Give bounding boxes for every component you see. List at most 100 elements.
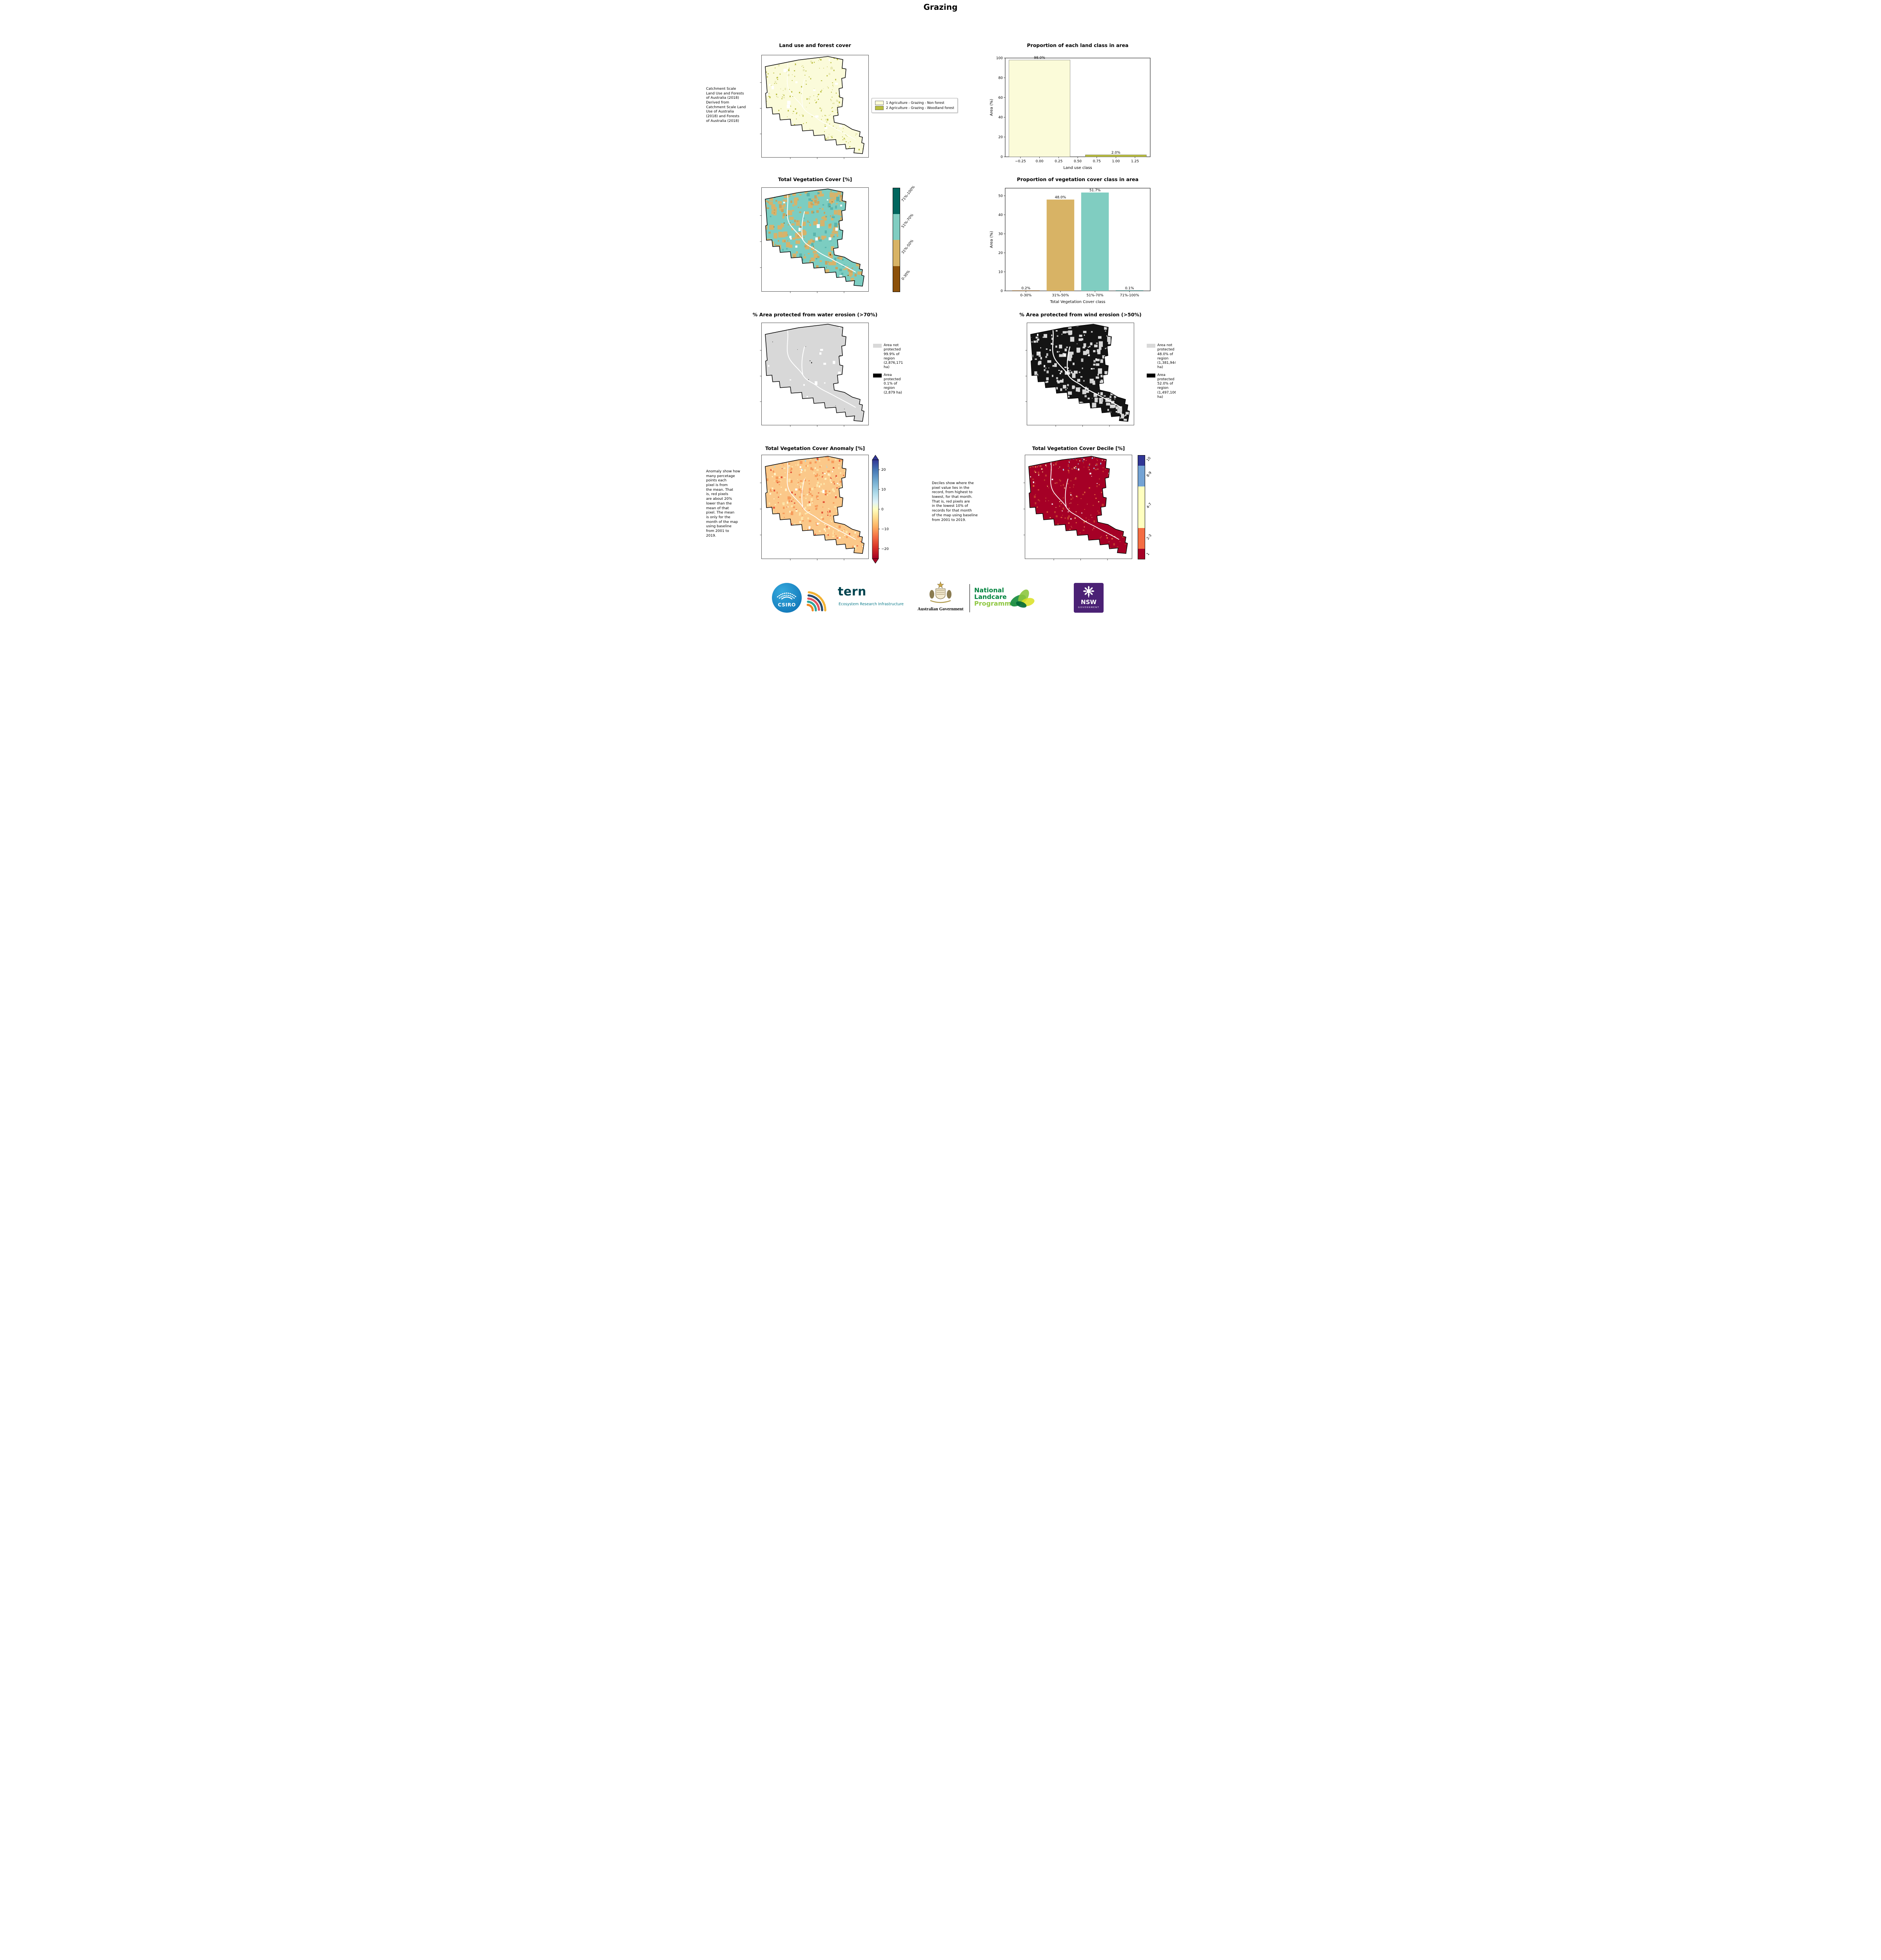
wind-erosion-map: [1025, 323, 1134, 427]
colorbar-label: 51%-70%: [901, 213, 915, 229]
legend-label: Area protected 0.1% of region (2,879 ha): [884, 373, 902, 395]
region-outline: [765, 189, 864, 287]
anomaly-caption: Anomaly show how many percetage points e…: [706, 470, 741, 538]
decile-map: [1023, 455, 1132, 561]
plot-frame: [1005, 188, 1151, 291]
water-erosion-map: [760, 323, 869, 427]
y-tick-label: 50: [999, 194, 1003, 198]
colorbar-segment: [1138, 528, 1145, 549]
vegclass-chart-title: Proportion of vegetation cover class in …: [1017, 176, 1139, 182]
decile-caption: Deciles show where the pixel value lies …: [932, 481, 978, 522]
landcare-leaves-icon: [1010, 589, 1035, 608]
colorbar-segment: [1138, 465, 1145, 486]
landuse-map: [760, 55, 869, 159]
river-line: [1050, 460, 1119, 540]
landuse-map-title: Land use and forest cover: [779, 42, 851, 48]
legend-item: Area protected 0.1% of region (2,879 ha): [873, 373, 909, 395]
region-outline: [765, 56, 864, 154]
coat-of-arms-icon: [930, 581, 951, 603]
wind-erosion-legend: Area not protected 48.0% of region (1,38…: [1147, 343, 1176, 403]
legend-label: Area not protected 48.0% of region (1,38…: [1157, 343, 1176, 370]
region-outline: [1030, 324, 1130, 422]
y-tick-label: 40: [999, 116, 1003, 120]
legend-item: Area not protected 48.0% of region (1,38…: [1147, 343, 1176, 370]
vegcover-map: [760, 187, 869, 293]
colorbar-segment: [893, 214, 900, 240]
colorbar-tick-label: 10: [881, 488, 886, 492]
colorbar-gradient: [872, 459, 879, 559]
colorbar-label: 0-30%: [901, 269, 911, 281]
bar: [1115, 290, 1144, 291]
colorbar-tick-label: 0: [881, 508, 884, 512]
colorbar-tick-label: 20: [881, 468, 886, 472]
legend-label: 2 Agriculture - Grazing - Woodland fores…: [886, 106, 954, 110]
csiro-label: CSIRO: [778, 602, 796, 608]
colorbar-outline: [893, 188, 900, 292]
x-tick-label: 0.25: [1055, 160, 1062, 163]
map-raster: [765, 324, 864, 421]
colorbar-segment: [893, 188, 900, 214]
map-frame: [761, 455, 869, 559]
landcare-line1: National: [974, 586, 1004, 594]
nsw-label: NSW: [1081, 599, 1097, 606]
legend-swatch: [1147, 373, 1155, 377]
bar: [1009, 60, 1070, 157]
colorbar-segment: [893, 266, 900, 292]
vegcover-colorbar: 71%-100% 51%-70% 31%-50% 0-30%: [893, 185, 936, 292]
nsw-sub-label: GOVERNMENT: [1078, 606, 1100, 609]
anomaly-colorbar: 20 10 0 −10 −20: [872, 455, 889, 564]
y-tick-label: 30: [999, 232, 1003, 236]
colorbar-segment: [1138, 455, 1145, 466]
legend-label: Area protected 52.0% of region (1,497,10…: [1157, 373, 1176, 399]
region-outline: [1028, 456, 1128, 554]
legend-label: Area not protected 99.9% of region (2,87…: [884, 343, 903, 370]
legend-swatch: [1147, 344, 1155, 348]
landuse-caption: Catchment Scale Land Use and Forests of …: [706, 87, 746, 123]
y-axis-label: Area (%): [990, 99, 994, 116]
anomaly-map: [760, 455, 869, 561]
landclass-chart: 0 20 40 60 80 100 −0.25 0.00 0.25 0.50 0.75 1.00 1.2…: [990, 56, 1151, 170]
colorbar-label: 2-3: [1146, 534, 1153, 541]
anomaly-map-title: Total Vegetation Cover Anomaly [%]: [765, 445, 865, 451]
river-line: [787, 60, 856, 140]
x-tick-label: 0.75: [1093, 160, 1101, 163]
colorbar-label: 31%-50%: [901, 239, 915, 255]
x-axis-label: Land use class: [1063, 166, 1092, 170]
nsw-government-logo: NSW GOVERNMENT: [1074, 583, 1104, 613]
tern-subtitle: Ecosystem Research Infrastructure: [839, 602, 904, 606]
region-outline: [765, 324, 864, 422]
vegclass-chart: 0 10 20 30 40 50 0-30% 31%-50% 51%-70% 71%-100% 0.…: [990, 188, 1151, 304]
csiro-logo: CSIRO: [772, 583, 802, 613]
legend-item: Area protected 52.0% of region (1,497,10…: [1147, 373, 1176, 400]
landcare-logo-text: National Landcare Programme: [974, 587, 1015, 607]
colorbar-tick-label: −10: [881, 527, 889, 531]
x-tick-label: 71%-100%: [1120, 294, 1139, 298]
legend-label: 1 Agriculture - Grazing - Non forest: [886, 101, 944, 105]
bar-value-label: 51.7%: [1089, 189, 1101, 192]
colorbar-segment: [1138, 549, 1145, 559]
river-line: [1052, 327, 1122, 408]
colorbar-tick-label: −20: [881, 547, 889, 551]
y-tick-label: 0: [1000, 155, 1003, 159]
colorbar-label: 1: [1146, 552, 1151, 556]
water-erosion-title: % Area protected from water erosion (>70…: [752, 312, 878, 318]
y-tick-label: 100: [996, 56, 1003, 60]
map-raster: [765, 56, 864, 154]
bar-value-label: 0.1%: [1125, 287, 1134, 290]
river-line: [787, 460, 856, 540]
bar: [1012, 290, 1040, 291]
landuse-legend: 1 Agriculture - Grazing - Non forest 2 Ag…: [872, 98, 958, 113]
bar: [1081, 192, 1109, 291]
map-frame: [1025, 455, 1132, 559]
x-tick-label: 1.00: [1112, 160, 1120, 163]
x-tick-label: 1.25: [1131, 160, 1139, 163]
legend-item: Area not protected 99.9% of region (2,87…: [873, 343, 909, 370]
map-frame: [1027, 323, 1134, 425]
colorbar-outline: [1138, 455, 1145, 559]
decile-colorbar: 10 8-9 4-7 2-3 1: [1138, 455, 1176, 559]
y-tick-label: 20: [999, 251, 1003, 255]
x-axis-label: Total Vegetation Cover class: [1050, 300, 1106, 304]
vegcover-map-title: Total Vegetation Cover [%]: [778, 176, 852, 182]
y-tick-label: 10: [999, 270, 1003, 274]
colorbar-arrow-top: [872, 455, 879, 460]
